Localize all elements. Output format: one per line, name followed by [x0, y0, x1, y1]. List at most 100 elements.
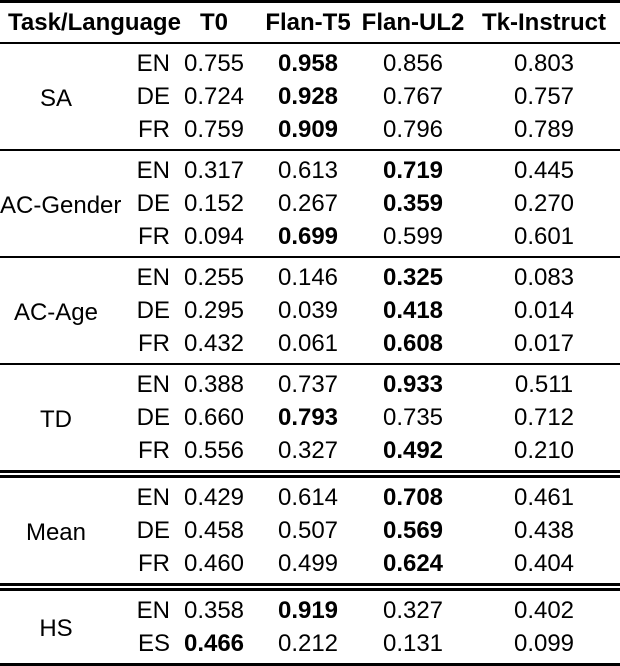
metric-value: 0.460	[183, 550, 245, 577]
metric-value: 0.499	[277, 550, 339, 577]
language-label: FR	[138, 437, 170, 464]
metric-value: 0.152	[183, 190, 245, 217]
table-row: DE 0.724 0.928 0.767 0.757	[0, 80, 620, 113]
language-label: FR	[138, 550, 170, 577]
metric-value: 0.445	[468, 149, 620, 187]
header-row: Task/Language T0 Flan-T5 Flan-UL2 Tk-Ins…	[0, 1, 620, 44]
metric-value: 0.624	[382, 550, 444, 577]
task-label-ac-age: AC-Age	[0, 256, 112, 364]
metric-value: 0.724	[183, 83, 245, 110]
metric-value: 0.083	[468, 256, 620, 294]
metric-value: 0.327	[358, 583, 468, 627]
metric-value: 0.094	[183, 223, 245, 250]
metric-value: 0.432	[183, 330, 245, 357]
language-label: DE	[136, 404, 170, 431]
column-header-t0: T0	[170, 1, 258, 44]
table-row: Mean EN 0.429 0.614 0.708 0.461	[0, 470, 620, 587]
metric-value: 0.511	[468, 363, 620, 401]
metric-value: 0.608	[382, 330, 444, 357]
metric-value: 0.933	[358, 363, 468, 401]
metric-value: 0.856	[382, 50, 444, 77]
language-label: ES	[137, 630, 170, 657]
language-label: FR	[138, 116, 170, 143]
metric-value: 0.404	[513, 550, 575, 577]
metric-value: 0.146	[258, 256, 358, 294]
metric-value: 0.388	[170, 363, 258, 401]
table-row: AC-Age EN 0.255 0.146 0.325 0.083	[0, 256, 620, 364]
language-label: EN	[112, 363, 170, 401]
metric-value: 0.569	[382, 517, 444, 544]
metric-value: 0.708	[358, 470, 468, 514]
metric-value: 0.789	[513, 116, 575, 143]
column-header-task-language: Task/Language	[0, 1, 181, 44]
task-label-ac-gender: AC-Gender	[0, 149, 121, 257]
language-label: DE	[136, 83, 170, 110]
table-row: FR 0.556 0.327 0.492 0.210	[0, 434, 620, 474]
metric-value: 0.719	[358, 149, 468, 187]
metric-value: 0.438	[513, 517, 575, 544]
metric-value: 0.466	[183, 630, 245, 657]
metric-value: 0.017	[513, 330, 575, 357]
language-label: DE	[136, 517, 170, 544]
metric-value: 0.267	[277, 190, 339, 217]
task-label-sa: SA	[39, 84, 72, 112]
metric-value: 0.919	[258, 583, 358, 627]
language-label: FR	[138, 223, 170, 250]
metric-value: 0.327	[277, 437, 339, 464]
metric-value: 0.755	[183, 50, 245, 77]
metric-value: 0.599	[382, 223, 444, 250]
metric-value: 0.928	[277, 83, 339, 110]
table-row: DE 0.152 0.267 0.359 0.270	[0, 187, 620, 220]
metric-value: 0.556	[183, 437, 245, 464]
metric-value: 0.131	[382, 630, 444, 657]
table-row: FR 0.432 0.061 0.608 0.017	[0, 327, 620, 364]
metric-value: 0.039	[277, 297, 339, 324]
task-label-mean: Mean	[0, 470, 112, 587]
metric-value: 0.803	[513, 50, 575, 77]
metric-value: 0.507	[277, 517, 339, 544]
language-label: FR	[138, 330, 170, 357]
metric-value: 0.737	[258, 363, 358, 401]
metric-value: 0.418	[382, 297, 444, 324]
table-row: FR 0.759 0.909 0.796 0.789	[0, 113, 620, 150]
language-label: DE	[136, 190, 170, 217]
table-row: HS EN 0.358 0.919 0.327 0.402	[0, 583, 620, 665]
language-label: EN	[112, 583, 170, 627]
metric-value: 0.793	[277, 404, 339, 431]
language-label: EN	[136, 50, 170, 77]
table-row: SA EN 0.755 0.958 0.856 0.803	[0, 43, 620, 112]
metric-value: 0.099	[513, 630, 575, 657]
metric-value: 0.458	[183, 517, 245, 544]
metric-value: 0.796	[382, 116, 444, 143]
table-row: TD EN 0.388 0.737 0.933 0.511	[0, 363, 620, 474]
table-row: AC-Gender EN 0.317 0.613 0.719 0.445	[0, 149, 620, 257]
language-label: EN	[112, 149, 170, 187]
metric-value: 0.212	[277, 630, 339, 657]
metric-value: 0.461	[468, 470, 620, 514]
metric-value: 0.429	[170, 470, 258, 514]
metric-value: 0.270	[513, 190, 575, 217]
table-row: ES 0.466 0.212 0.131 0.099	[0, 627, 620, 665]
metric-value: 0.325	[358, 256, 468, 294]
column-header-flan-ul2: Flan-UL2	[358, 1, 468, 44]
metric-value: 0.660	[183, 404, 245, 431]
metric-value: 0.601	[513, 223, 575, 250]
language-label: EN	[112, 256, 170, 294]
language-label: DE	[136, 297, 170, 324]
metric-value: 0.492	[382, 437, 444, 464]
metric-value: 0.613	[258, 149, 358, 187]
metric-value: 0.735	[382, 404, 444, 431]
metric-value: 0.014	[513, 297, 575, 324]
table-row: DE 0.660 0.793 0.735 0.712	[0, 401, 620, 434]
metric-value: 0.402	[468, 583, 620, 627]
metric-value: 0.210	[513, 437, 575, 464]
metric-value: 0.757	[513, 83, 575, 110]
table-row: FR 0.460 0.499 0.624 0.404	[0, 547, 620, 587]
table-row: DE 0.458 0.507 0.569 0.438	[0, 514, 620, 547]
metric-value: 0.958	[277, 50, 339, 77]
table-body: SA EN 0.755 0.958 0.856 0.803 DE 0.724 0.928 0.76…	[0, 43, 620, 665]
metric-value: 0.317	[170, 149, 258, 187]
language-label: EN	[112, 470, 170, 514]
metric-value: 0.359	[382, 190, 444, 217]
